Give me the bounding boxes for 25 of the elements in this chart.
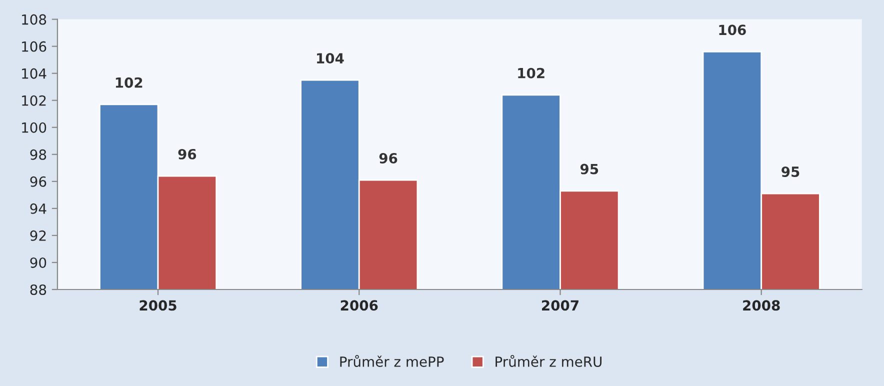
y-tick-label: 100 xyxy=(22,122,46,133)
data-label: 95 xyxy=(580,164,598,174)
y-tick-label: 104 xyxy=(22,68,46,79)
legend-label: Průměr z meRU xyxy=(496,354,602,367)
y-tick-label: 96 xyxy=(30,176,46,187)
y-tick-label: 88 xyxy=(30,284,46,295)
y-tick-label: 94 xyxy=(30,203,46,214)
y-tick-label: 108 xyxy=(22,14,46,25)
data-label: 96 xyxy=(178,148,196,160)
data-label: 95 xyxy=(782,166,800,177)
data-label: 96 xyxy=(379,152,398,164)
x-tick-label: 2006 xyxy=(340,300,378,311)
y-tick-label: 90 xyxy=(30,257,46,268)
y-tick-label: 92 xyxy=(30,230,46,241)
y-tick-label: 98 xyxy=(30,149,46,160)
data-label: 104 xyxy=(317,53,344,64)
y-tick-label: 106 xyxy=(22,41,46,52)
y-tick-label: 102 xyxy=(22,95,46,106)
data-label: 102 xyxy=(518,68,544,78)
legend-label: Průměr z mePP xyxy=(340,354,444,367)
x-tick-label: 2008 xyxy=(743,300,780,311)
data-label: 106 xyxy=(719,24,746,36)
data-label: 102 xyxy=(116,77,142,88)
x-tick-label: 2007 xyxy=(542,300,578,311)
x-tick-label: 2005 xyxy=(140,300,176,311)
